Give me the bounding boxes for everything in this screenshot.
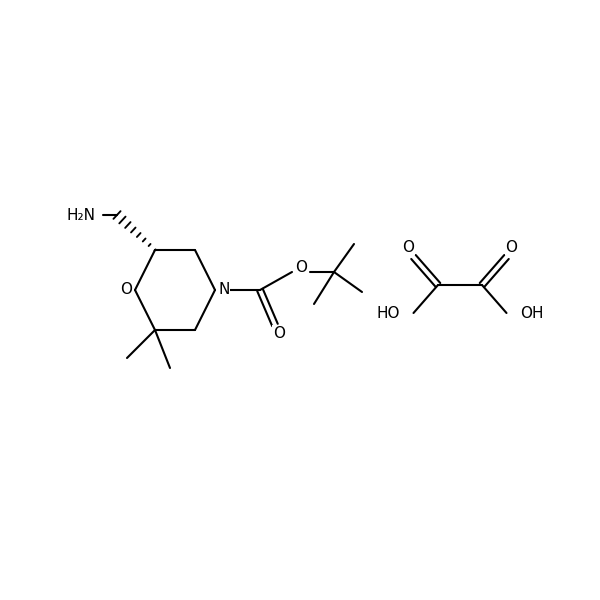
Text: O: O <box>295 260 307 275</box>
Text: N: N <box>218 283 230 298</box>
Text: OH: OH <box>521 305 544 320</box>
Text: H₂N: H₂N <box>66 208 95 223</box>
Text: O: O <box>120 283 132 298</box>
Text: HO: HO <box>376 305 400 320</box>
Text: O: O <box>273 325 285 340</box>
Text: O: O <box>505 239 517 254</box>
Text: O: O <box>403 239 415 254</box>
